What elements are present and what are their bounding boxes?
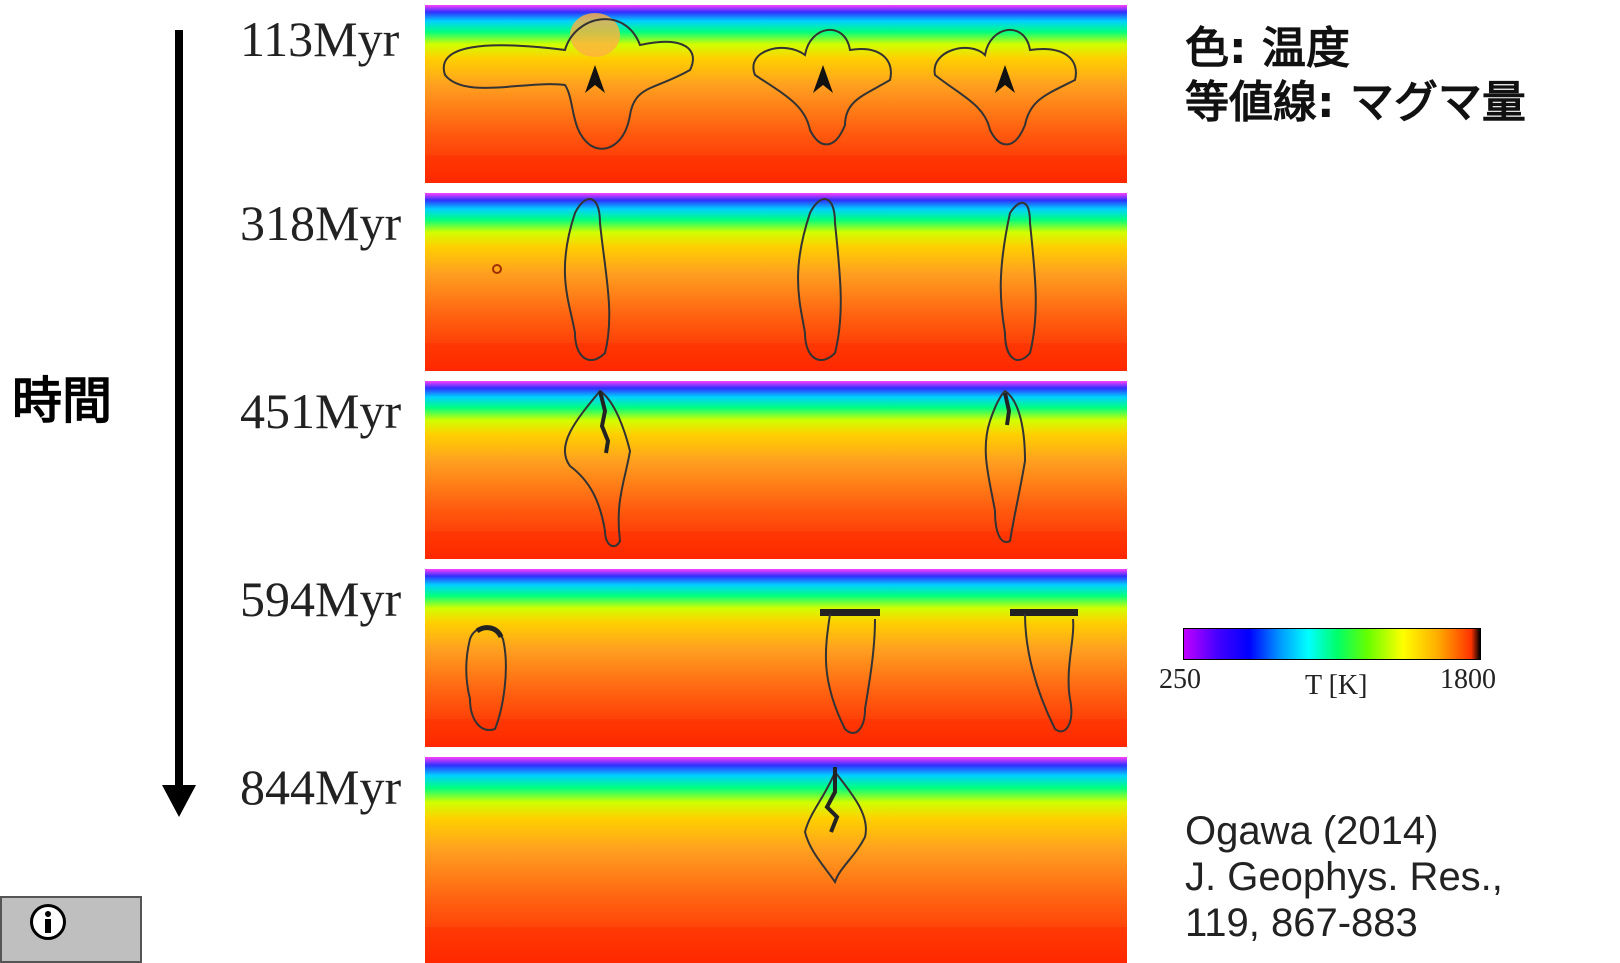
citation-line-2: J. Geophys. Res.,: [1185, 855, 1503, 899]
panel-451myr: [425, 381, 1127, 559]
info-icon: [30, 904, 66, 940]
time-arrow: [175, 30, 183, 790]
step-label-451: 451Myr: [240, 383, 402, 439]
panel-844myr: [425, 757, 1127, 963]
citation-line-3: 119, 867-883: [1185, 901, 1418, 945]
citation: Ogawa (2014) J. Geophys. Res., 119, 867-…: [1185, 808, 1503, 946]
step-label-113: 113Myr: [240, 11, 400, 67]
step-label-318: 318Myr: [240, 195, 402, 251]
legend: 色: 温度 等値線: マグマ量: [1185, 22, 1526, 130]
legend-contour-meaning: 等値線: マグマ量: [1185, 77, 1526, 128]
license-badge[interactable]: [0, 896, 142, 963]
step-label-844: 844Myr: [240, 759, 402, 815]
colorbar-min-label: 250: [1159, 664, 1201, 695]
time-axis-label: 時間: [12, 372, 112, 430]
time-arrow-head: [162, 785, 196, 817]
colorbar-unit-label: T [K]: [1305, 670, 1368, 701]
colorbar-max-label: 1800: [1440, 664, 1496, 695]
panel-318myr: [425, 193, 1127, 371]
step-label-594: 594Myr: [240, 571, 402, 627]
panel-113myr: [425, 5, 1127, 183]
legend-color-meaning: 色: 温度: [1185, 23, 1350, 74]
panel-594myr: [425, 569, 1127, 747]
citation-line-1: Ogawa (2014): [1185, 809, 1439, 853]
temperature-colorbar: [1183, 628, 1481, 660]
